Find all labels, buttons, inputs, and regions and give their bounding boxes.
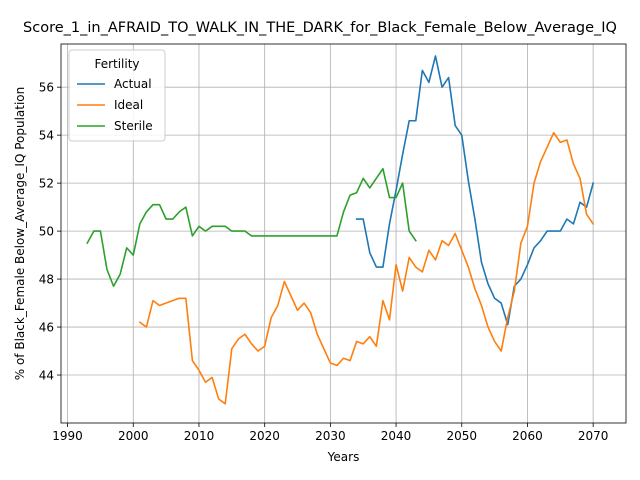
x-tick-label: 2000: [118, 429, 149, 443]
chart-title: Score_1_in_AFRAID_TO_WALK_IN_THE_DARK_fo…: [23, 20, 617, 36]
series-line-ideal: [138, 131, 595, 405]
y-axis: 44 46 48 50 52 54 56: [39, 81, 61, 383]
x-axis-label: Years: [327, 450, 360, 464]
x-tick-label: 1990: [52, 429, 83, 443]
y-tick-label: 56: [39, 81, 54, 95]
x-tick-label: 2070: [578, 429, 609, 443]
legend-label-sterile: Sterile: [114, 119, 153, 133]
y-tick-label: 48: [39, 273, 54, 287]
grid-lines: [61, 44, 626, 423]
x-tick-label: 2060: [512, 429, 543, 443]
x-tick-label: 2050: [446, 429, 477, 443]
series-line-actual: [355, 55, 595, 326]
plot-frame: [60, 43, 627, 424]
y-tick-label: 54: [39, 129, 54, 143]
legend-box: [68, 49, 166, 142]
legend: Fertility Actual Ideal Sterile: [68, 49, 166, 142]
legend-label-ideal: Ideal: [114, 98, 143, 112]
series-layer: [86, 55, 595, 405]
legend-label-actual: Actual: [114, 77, 152, 91]
x-axis: 1990 2000 2010 2020 2030 2040 2050 2060 2070: [52, 423, 608, 443]
x-tick-label: 2030: [315, 429, 346, 443]
x-tick-label: 2040: [381, 429, 412, 443]
y-tick-label: 46: [39, 321, 54, 335]
y-tick-label: 44: [39, 369, 54, 383]
x-tick-label: 2010: [184, 429, 215, 443]
series-line-sterile: [86, 167, 417, 288]
legend-title: Fertility: [94, 57, 139, 71]
x-tick-label: 2020: [249, 429, 280, 443]
y-axis-label: % of Black_Female Below_Average_IQ Popul…: [13, 87, 27, 381]
y-tick-label: 50: [39, 225, 54, 239]
y-tick-label: 52: [39, 177, 54, 191]
